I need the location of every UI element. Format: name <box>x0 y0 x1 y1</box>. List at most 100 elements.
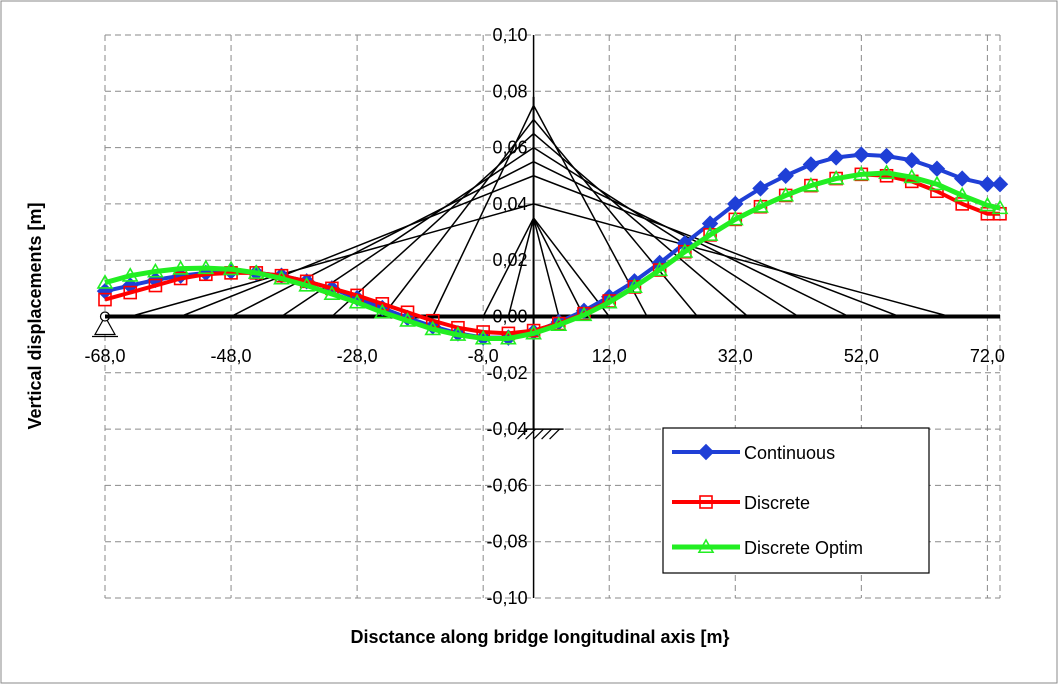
y-tick-label: 0,04 <box>493 194 528 214</box>
data-point-discrete-optim <box>852 165 870 181</box>
stay-cable <box>180 175 534 318</box>
data-point-discrete-optim <box>273 269 290 285</box>
data-point-continuous <box>979 175 996 193</box>
data-point-discrete-optim <box>348 293 366 309</box>
data-point-continuous <box>752 180 769 197</box>
axis-layer <box>105 35 1000 598</box>
x-tick-label: -68,0 <box>84 346 125 366</box>
data-point-discrete-optim <box>979 196 996 212</box>
data-point-discrete-optim <box>928 175 946 191</box>
data-point-discrete-optim <box>827 169 845 185</box>
series-line-discrete-optim <box>104 170 1001 341</box>
legend-items <box>672 443 740 554</box>
tick-labels: -68,0 -48,0 -28,0 -8,0 12,0 32,0 52,0 72,0 0,10 0… <box>84 25 1004 608</box>
data-point-continuous <box>701 215 719 232</box>
x-tick-label: 52,0 <box>844 346 879 366</box>
data-point-discrete-optim <box>626 278 643 293</box>
data-point-discrete-optim <box>500 329 517 345</box>
y-tick-label: -0,08 <box>487 532 528 552</box>
y-tick-label: -0,10 <box>487 588 528 608</box>
data-point-discrete-optim <box>222 260 240 276</box>
legend-label-discrete-optim: Discrete Optim <box>744 538 863 558</box>
data-point-discrete-optim <box>147 262 164 278</box>
data-point-discrete-optim <box>651 261 669 277</box>
data-point-continuous <box>991 175 1009 193</box>
legend-key-discrete-optim <box>672 538 740 554</box>
data-point-discrete-optim <box>903 168 921 184</box>
legend-label-continuous: Continuous <box>744 443 835 463</box>
data-point-continuous <box>802 156 820 173</box>
data-point-discrete-optim <box>373 303 391 319</box>
stay-cable <box>281 146 535 318</box>
legend-marker-discrete-optim <box>697 538 715 554</box>
stay-cable <box>533 132 749 318</box>
data-point-discrete-optim <box>575 306 593 322</box>
series-discrete-optim <box>96 164 1009 345</box>
x-tick-label: 12,0 <box>592 346 627 366</box>
y-tick-label: -0,06 <box>487 475 528 495</box>
y-tick-label: 0,10 <box>493 25 528 45</box>
y-tick-label: -0,02 <box>487 363 528 383</box>
series-layer <box>96 146 1009 346</box>
data-point-continuous <box>903 152 920 169</box>
data-point-continuous <box>853 146 870 163</box>
data-point-discrete <box>173 271 188 286</box>
data-point-discrete-optim <box>172 260 190 275</box>
y-tick-label: 0,02 <box>493 250 528 270</box>
legend-marker-discrete <box>699 495 713 509</box>
x-tick-label: 32,0 <box>718 346 753 366</box>
x-axis-title: Disctance along bridge longitudinal axis… <box>350 627 729 647</box>
legend-key-discrete <box>672 495 740 509</box>
data-point-discrete-optim <box>525 324 542 340</box>
data-point-discrete-optim <box>777 186 795 202</box>
data-point-discrete-optim <box>802 176 820 192</box>
y-tick-label: 0,08 <box>493 81 528 101</box>
data-point-continuous <box>878 147 895 165</box>
stay-cable <box>230 161 534 318</box>
x-tick-label: -28,0 <box>337 346 378 366</box>
stay-cable <box>507 217 535 317</box>
stay-cable <box>532 217 560 317</box>
data-point-discrete-optim <box>323 285 341 301</box>
pinned-support <box>93 315 117 336</box>
data-point-discrete-optim <box>197 259 215 275</box>
legend-label-discrete: Discrete <box>744 493 810 513</box>
legend-marker-continuous <box>697 443 715 461</box>
data-point-discrete-optim <box>953 186 971 202</box>
data-point-discrete <box>98 292 112 307</box>
stay-cable <box>532 217 585 317</box>
data-point-discrete <box>123 285 138 300</box>
data-point-discrete-optim <box>726 210 744 226</box>
stay-cable <box>533 146 799 318</box>
fixed-support-hatch <box>517 428 529 440</box>
data-point-discrete-optim <box>424 320 442 336</box>
data-point-continuous <box>777 167 794 184</box>
data-point-discrete-optim <box>676 243 694 258</box>
data-point-discrete <box>148 278 163 293</box>
stay-cable <box>432 105 535 317</box>
fixed-support-hatch <box>549 428 561 440</box>
data-point-discrete-optim <box>247 264 265 279</box>
data-point-discrete-optim <box>298 276 316 292</box>
fixed-support-hatch <box>533 428 545 440</box>
stay-cable <box>482 217 535 317</box>
stay-cable <box>381 118 535 317</box>
y-axis-title: Vertical displacements [m] <box>25 202 45 429</box>
data-point-discrete-optim <box>600 293 618 309</box>
data-point-discrete-optim <box>449 326 467 341</box>
data-point-discrete-optim <box>878 164 895 179</box>
stay-cable <box>533 118 699 317</box>
data-point-continuous <box>953 170 971 187</box>
stay-cable <box>533 175 900 318</box>
data-point-discrete-optim <box>752 198 769 213</box>
y-tick-label: 0,06 <box>493 138 528 158</box>
fixed-support-hatch <box>541 428 553 440</box>
stay-cable <box>130 203 534 318</box>
stay-cable <box>533 203 950 318</box>
data-point-discrete-optim <box>399 312 416 327</box>
x-tick-label: 72,0 <box>970 346 1005 366</box>
y-tick-label: 0,00 <box>493 307 528 327</box>
y-tick-label: -0,04 <box>487 419 528 439</box>
